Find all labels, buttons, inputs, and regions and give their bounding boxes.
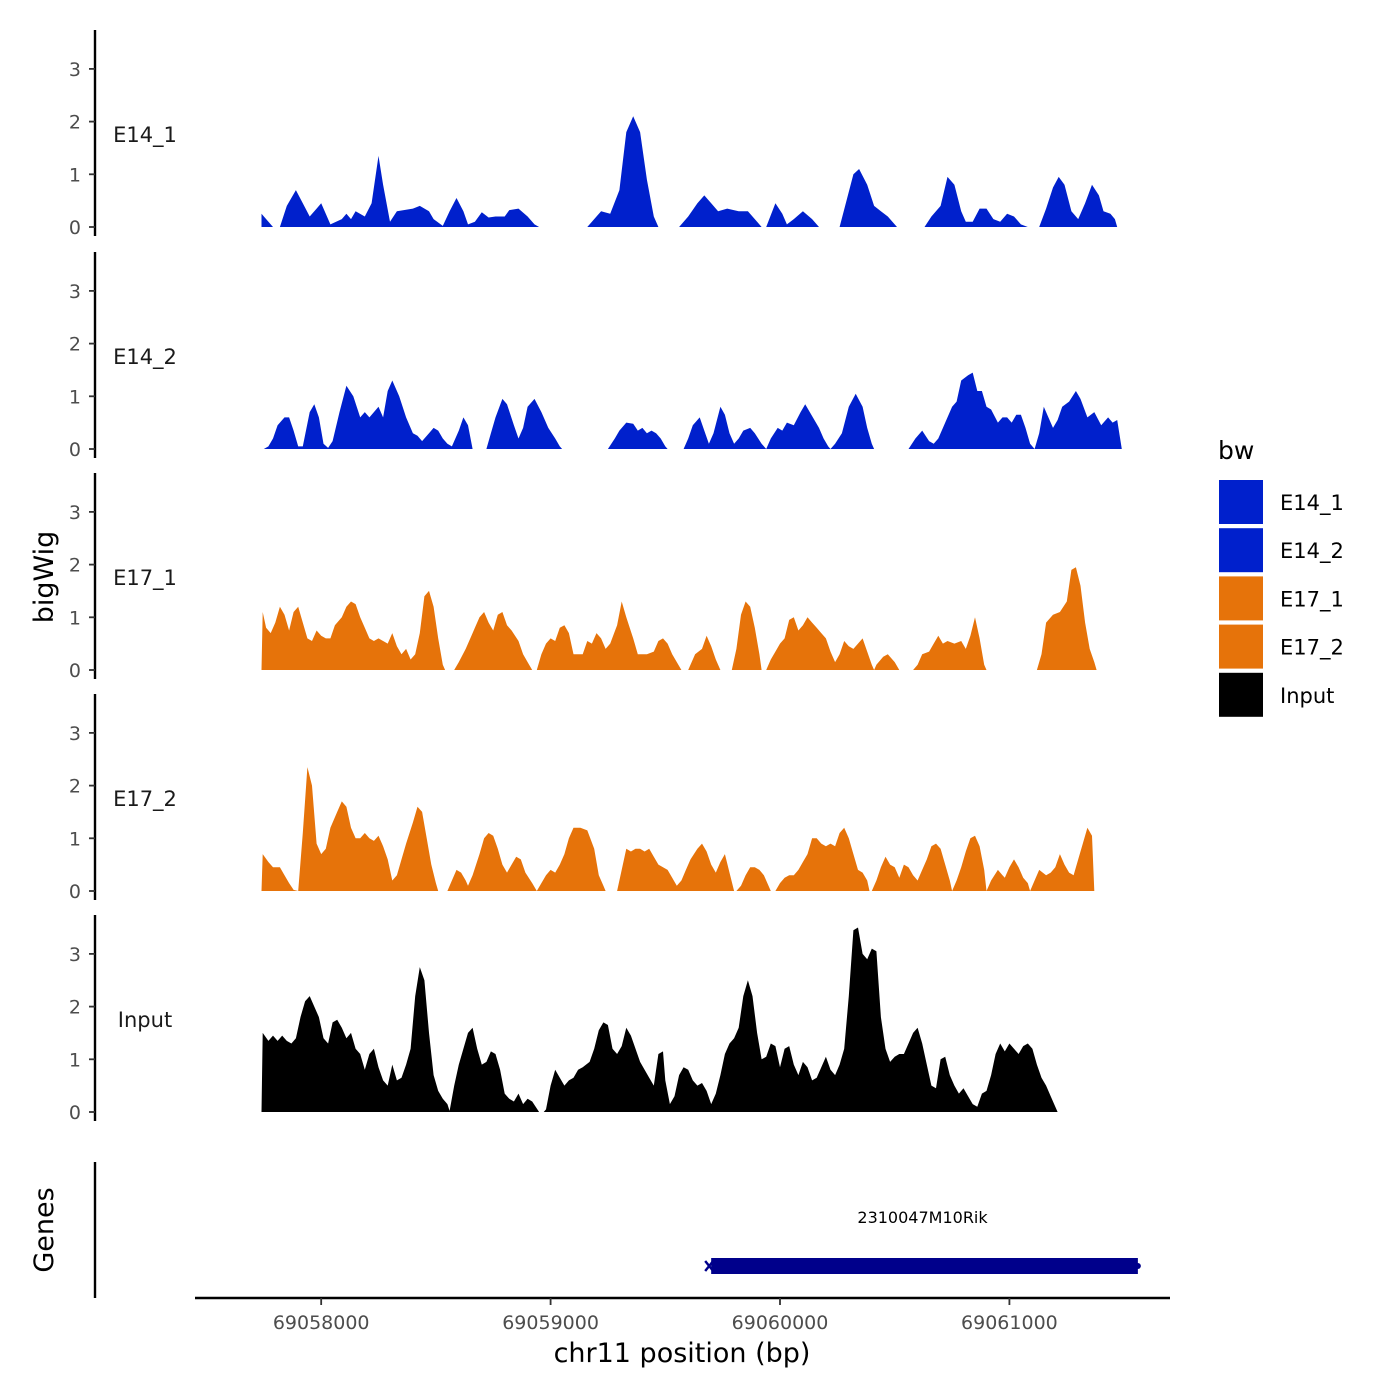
y-tick-label: 1 [69, 386, 81, 408]
gene-end-marker-icon [1134, 1263, 1141, 1269]
legend-swatch [1219, 576, 1263, 621]
x-tick-label: 69060000 [732, 1312, 829, 1334]
legend-entry: Input [1219, 672, 1334, 717]
track-panel-e14_2: 0 1 2 3 E14_2 [69, 252, 1122, 461]
gene-model: 2310047M10Rik [704, 1208, 1141, 1274]
legend-entries: E14_1 E14_2 E17_1 E17_2 Input [1219, 480, 1344, 717]
y-tick-label: 0 [69, 439, 81, 461]
x-axis-title: chr11 position (bp) [554, 1338, 811, 1369]
legend-swatch [1219, 624, 1263, 669]
legend-label: E14_1 [1280, 491, 1344, 516]
genes-axis-title: Genes [29, 1187, 60, 1272]
y-tick-label: 0 [69, 660, 81, 682]
track-label: E14_1 [113, 123, 177, 148]
track-panel-e17_1: 0 1 2 3 E17_1 [69, 473, 1097, 682]
x-axis: 69058000 69059000 69060000 69061000 [195, 1296, 1170, 1334]
coverage-area-input [261, 927, 1063, 1112]
gene-start-marker-icon [704, 1260, 715, 1272]
genes-panel: Genes 2310047M10Rik [29, 1162, 1141, 1298]
y-tick-label: 3 [69, 59, 81, 81]
track-panel-input: 0 1 2 3 Input [69, 915, 1063, 1124]
y-tick-label: 3 [69, 281, 81, 303]
track-label: E17_2 [113, 787, 177, 812]
legend-title: bw [1218, 436, 1254, 465]
y-tick-label: 0 [69, 217, 81, 239]
coverage-area-e17_1 [261, 567, 1097, 670]
legend-swatch [1219, 480, 1263, 524]
y-tick-label: 2 [69, 555, 81, 577]
y-tick-label: 0 [69, 881, 81, 903]
legend: bw E14_1 E14_2 E17_1 E17_2 Input [1218, 436, 1344, 717]
y-tick-label: 1 [69, 1049, 81, 1071]
legend-entry: E17_1 [1219, 576, 1344, 621]
y-tick-label: 3 [69, 723, 81, 745]
coverage-area-e14_2 [263, 372, 1122, 449]
tracks-layer: 0 1 2 3 E14_1 0 1 2 3 E14_2 0 1 2 3 E17_1 0 1 2 3 E17_2 0 1 2 3… [69, 30, 1122, 1124]
x-tick-label: 69059000 [502, 1312, 599, 1334]
y-tick-label: 2 [69, 112, 81, 134]
x-tick-label: 69061000 [961, 1312, 1058, 1334]
coverage-area-e17_2 [261, 767, 1095, 891]
legend-label: E17_1 [1280, 587, 1344, 612]
y-tick-label: 3 [69, 502, 81, 524]
legend-label: E17_2 [1280, 636, 1344, 661]
y-tick-label: 1 [69, 164, 81, 186]
coverage-area-e14_1 [261, 116, 1118, 227]
y-tick-label: 0 [69, 1102, 81, 1124]
y-tick-label: 1 [69, 828, 81, 850]
y-tick-label: 3 [69, 944, 81, 966]
legend-swatch [1219, 672, 1263, 717]
y-tick-label: 2 [69, 776, 81, 798]
track-panel-e14_1: 0 1 2 3 E14_1 [69, 30, 1118, 239]
track-label: E17_1 [113, 566, 177, 591]
x-tick-label: 69058000 [273, 1312, 370, 1334]
legend-label: E14_2 [1280, 539, 1344, 564]
gene-body [711, 1258, 1138, 1274]
y-tick-label: 2 [69, 997, 81, 1019]
y-tick-label: 2 [69, 334, 81, 356]
legend-entry: E14_2 [1219, 528, 1344, 573]
legend-entry: E14_1 [1219, 480, 1344, 524]
gene-label: 2310047M10Rik [857, 1208, 988, 1227]
y-tick-label: 1 [69, 607, 81, 629]
legend-swatch [1219, 528, 1263, 573]
y-axis-title: bigWig [29, 531, 60, 624]
legend-label: Input [1280, 684, 1334, 708]
track-label: Input [118, 1008, 172, 1032]
track-label: E14_2 [113, 345, 177, 370]
track-panel-e17_2: 0 1 2 3 E17_2 [69, 694, 1095, 903]
legend-entry: E17_2 [1219, 624, 1344, 669]
